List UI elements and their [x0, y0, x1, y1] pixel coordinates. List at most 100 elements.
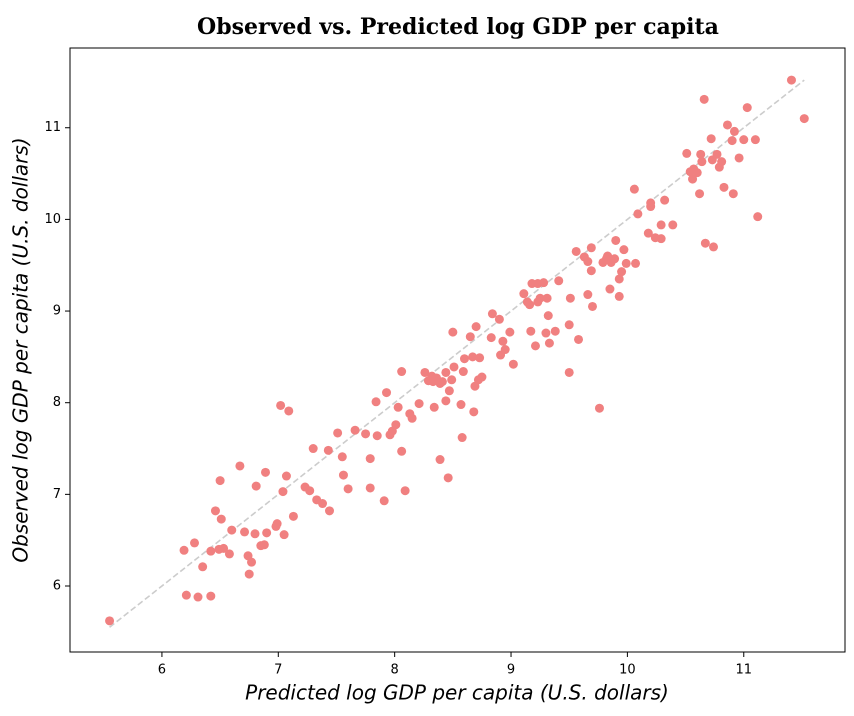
- point: [535, 293, 545, 303]
- point: [247, 557, 257, 567]
- point: [400, 486, 410, 496]
- point: [397, 446, 407, 456]
- point: [227, 525, 237, 535]
- point: [338, 470, 348, 480]
- point: [660, 195, 670, 205]
- point: [190, 538, 200, 548]
- point: [414, 399, 424, 409]
- point: [742, 103, 752, 113]
- point: [611, 235, 621, 245]
- point: [206, 546, 216, 556]
- point: [526, 326, 536, 336]
- point: [278, 487, 288, 497]
- point: [456, 400, 466, 410]
- point: [449, 362, 459, 372]
- point: [259, 540, 269, 550]
- point: [365, 454, 375, 464]
- point: [668, 220, 678, 230]
- point: [706, 134, 716, 144]
- point: [727, 136, 737, 146]
- point: [244, 569, 254, 579]
- point: [458, 367, 468, 377]
- point: [468, 352, 478, 362]
- y-tick-label: 7: [53, 487, 61, 502]
- point: [799, 114, 809, 124]
- point: [240, 527, 250, 537]
- point: [216, 514, 226, 524]
- point: [420, 367, 430, 377]
- point: [729, 126, 739, 136]
- point: [284, 406, 294, 416]
- point: [429, 402, 439, 412]
- x-tick-label: 7: [274, 663, 282, 678]
- point: [594, 403, 604, 413]
- x-tick-label: 10: [619, 663, 636, 678]
- point: [586, 266, 596, 276]
- reference-line: [109, 79, 805, 628]
- point: [539, 278, 549, 288]
- point: [712, 149, 722, 159]
- x-tick-label: 9: [507, 663, 515, 678]
- point: [444, 386, 454, 396]
- point: [457, 433, 467, 443]
- point: [447, 375, 457, 385]
- point: [656, 220, 666, 230]
- point: [750, 135, 760, 145]
- point: [554, 276, 564, 286]
- point: [441, 367, 451, 377]
- point: [564, 367, 574, 377]
- point: [215, 476, 225, 486]
- point: [308, 444, 318, 454]
- plot-frame: [69, 47, 846, 653]
- point: [709, 242, 719, 252]
- point: [382, 388, 392, 398]
- point: [574, 334, 584, 344]
- point: [323, 445, 333, 455]
- point: [498, 336, 508, 346]
- point: [617, 267, 627, 277]
- point: [181, 590, 191, 600]
- point: [486, 333, 496, 343]
- point: [619, 245, 629, 255]
- point: [610, 254, 620, 264]
- point: [519, 289, 529, 299]
- point: [105, 616, 115, 626]
- point: [614, 291, 624, 301]
- point: [739, 135, 749, 145]
- x-tick-label: 8: [391, 663, 399, 678]
- point: [734, 153, 744, 163]
- point: [324, 506, 334, 516]
- point: [542, 293, 552, 303]
- point: [272, 519, 282, 529]
- point: [276, 400, 286, 410]
- point: [206, 591, 216, 601]
- point: [343, 484, 353, 494]
- point: [717, 157, 727, 167]
- point: [500, 345, 510, 355]
- point: [550, 326, 560, 336]
- point: [605, 284, 615, 294]
- point: [469, 407, 479, 417]
- y-axis-label: Observed log GDP per capita (U.S. dollar…: [9, 137, 33, 562]
- point: [219, 543, 229, 553]
- point: [544, 338, 554, 348]
- point: [210, 506, 220, 516]
- point: [719, 182, 729, 192]
- point: [631, 258, 641, 268]
- point: [695, 189, 705, 199]
- point: [475, 353, 485, 363]
- point: [372, 431, 382, 441]
- point: [786, 75, 796, 85]
- point: [699, 94, 709, 104]
- y-tick-label: 9: [53, 304, 61, 319]
- point: [614, 274, 624, 284]
- point: [224, 549, 234, 559]
- point: [471, 322, 481, 332]
- point: [571, 246, 581, 256]
- x-tick-label: 11: [735, 663, 752, 678]
- point: [583, 290, 593, 300]
- point: [643, 228, 653, 238]
- point: [541, 328, 551, 338]
- point: [487, 309, 497, 319]
